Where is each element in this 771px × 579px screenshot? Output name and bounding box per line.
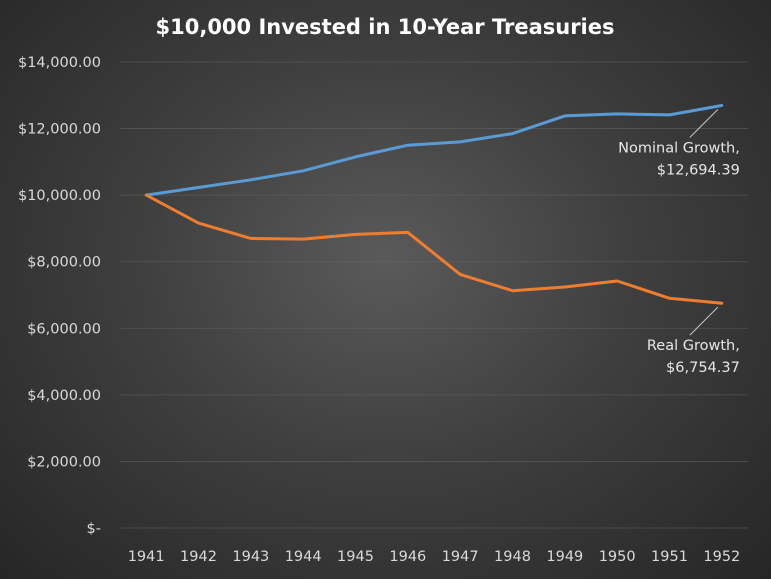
x-tick-label: 1952 [703,549,740,565]
x-tick-label: 1946 [389,549,426,565]
x-tick-label: 1942 [180,549,217,565]
series-lines [144,104,724,305]
y-tick-label: $- [87,521,101,537]
y-tick-label: $2,000.00 [27,454,101,470]
nominal-growth-line [144,104,724,197]
x-tick-label: 1947 [442,549,479,565]
nominal-growth-leader-line [689,109,719,138]
chart-title: $10,000 Invested in 10-Year Treasuries [156,15,615,39]
y-tick-label: $12,000.00 [18,122,101,138]
series-annotations: Nominal Growth, $12,694.39 Real Growth, $6,… [618,109,740,376]
y-tick-label: $14,000.00 [18,55,101,71]
x-tick-label: 1951 [651,549,688,565]
grid-lines [120,61,748,529]
x-tick-label: 1941 [128,549,165,565]
x-tick-label: 1948 [494,549,531,565]
x-tick-label: 1949 [546,549,583,565]
real-growth-annotation: $6,754.37 [666,360,740,376]
x-axis-tick-labels: 1941 1942 1943 1944 1945 1946 1947 1948 1949 1950… [128,549,741,565]
real-growth-line [144,193,724,305]
real-growth-leader-line [689,306,719,336]
x-tick-label: 1945 [337,549,374,565]
real-growth-annotation: Real Growth, [647,338,740,354]
y-tick-label: $10,000.00 [18,188,101,204]
x-tick-label: 1943 [232,549,269,565]
nominal-growth-annotation: $12,694.39 [657,162,740,178]
y-axis-tick-labels: $- $2,000.00 $4,000.00 $6,000.00 $8,000.00 $1… [18,55,101,537]
x-tick-label: 1944 [285,549,322,565]
y-tick-label: $6,000.00 [27,321,101,337]
y-tick-label: $4,000.00 [27,388,101,404]
nominal-growth-annotation: Nominal Growth, [618,140,740,156]
y-tick-label: $8,000.00 [27,255,101,271]
x-tick-label: 1950 [599,549,636,565]
